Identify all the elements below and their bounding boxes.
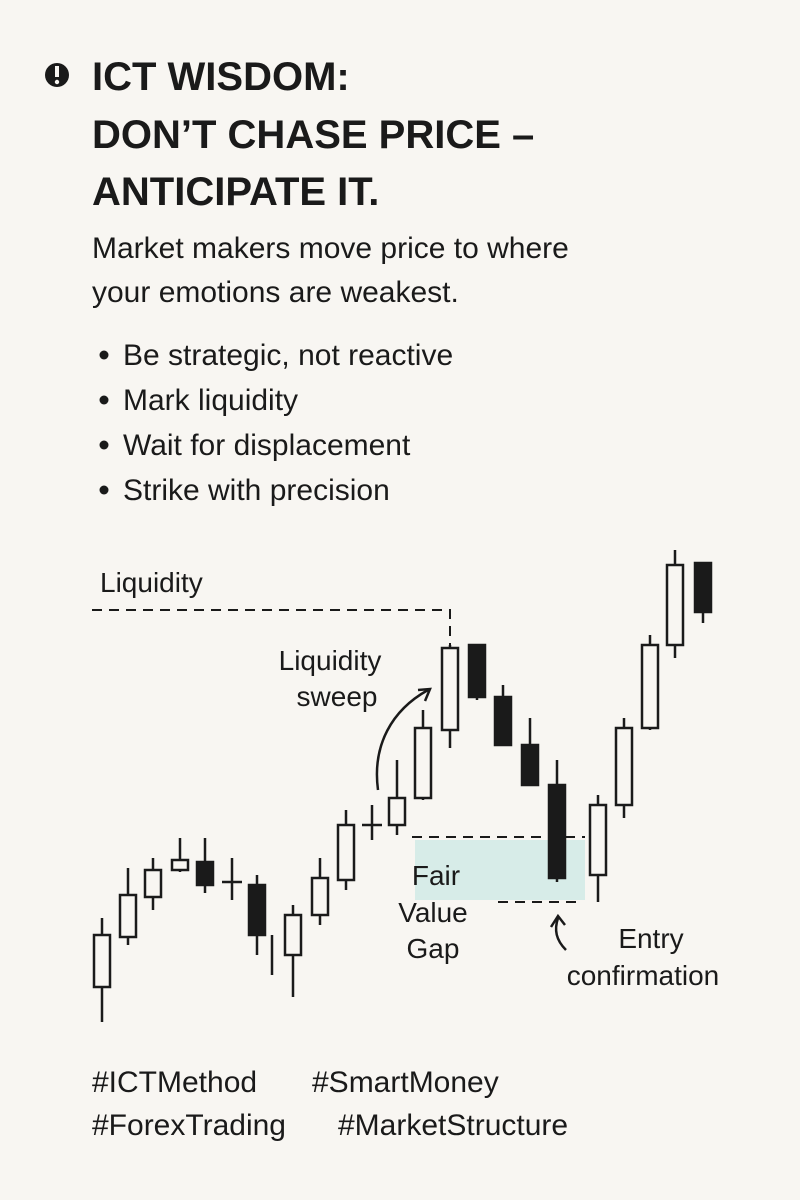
bullet-dot xyxy=(99,485,109,495)
liquidity-line xyxy=(92,609,451,645)
diagram: Liquidity Liquidity sweep Fair Value Gap… xyxy=(92,550,719,1022)
fvg-label: Fair xyxy=(412,860,460,891)
bullet-dot xyxy=(99,440,109,450)
hashtag: #MarketStructure xyxy=(338,1109,568,1142)
fvg-label: Value xyxy=(398,897,468,928)
sweep-label: Liquidity xyxy=(279,645,382,676)
sweep-label: sweep xyxy=(297,681,378,712)
bullet: Wait for displacement xyxy=(123,429,411,462)
sweep-arrow xyxy=(375,688,429,791)
entry-arrowhead xyxy=(549,913,566,928)
title-line: ICT WISDOM: xyxy=(92,55,350,99)
bullet: Strike with precision xyxy=(123,474,390,507)
subtitle-line: your emotions are weakest. xyxy=(92,276,459,309)
sweep-arrowhead xyxy=(417,687,432,702)
entry-label: Entry xyxy=(618,923,683,954)
bullet: Be strategic, not reactive xyxy=(123,339,453,372)
bullet-dot xyxy=(99,350,109,360)
bullet-dot xyxy=(99,395,109,405)
candles xyxy=(92,550,713,1022)
bullet-list: Be strategic, not reactive Mark liquidit… xyxy=(99,339,453,507)
hashtag: #SmartMoney xyxy=(312,1066,499,1099)
hashtag: #ICTMethod xyxy=(92,1066,257,1099)
alert-icon xyxy=(45,63,69,87)
liquidity-label: Liquidity xyxy=(100,567,203,598)
hashtag: #ForexTrading xyxy=(92,1109,286,1142)
bullet: Mark liquidity xyxy=(123,384,298,417)
fvg-label: Gap xyxy=(407,933,460,964)
title-line: ANTICIPATE IT. xyxy=(92,170,379,214)
subtitle-line: Market makers move price to where xyxy=(92,232,569,265)
title-line: DON’T CHASE PRICE – xyxy=(92,113,534,157)
entry-arrow xyxy=(554,917,567,951)
entry-label: confirmation xyxy=(567,960,720,991)
